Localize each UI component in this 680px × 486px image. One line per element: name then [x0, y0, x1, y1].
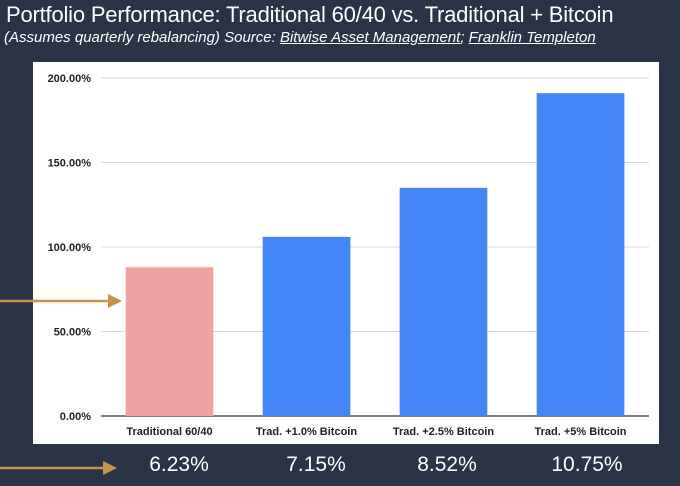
return-traditional: 6.23%: [149, 453, 209, 476]
return-5pct-bitcoin: 10.75%: [551, 453, 623, 476]
x-tick-label: Trad. +2.5% Bitcoin: [393, 426, 494, 438]
bar: [262, 236, 351, 416]
x-tick-label: Trad. +1.0% Bitcoin: [256, 426, 357, 438]
y-tick-label: 50.00%: [54, 327, 92, 339]
return-1pct-bitcoin: 7.15%: [286, 453, 346, 476]
bar-chart: 0.00% 50.00% 100.00% 150.00% 200.00% Traditio…: [48, 73, 649, 438]
chart-subtitle: (Assumes quarterly rebalancing) Source: …: [4, 29, 596, 46]
x-tick-label: Traditional 60/40: [126, 426, 212, 438]
subtitle-prefix: (Assumes quarterly rebalancing) Source:: [4, 29, 280, 46]
returns-arrow-icon: [0, 461, 117, 475]
source-link-bitwise[interactable]: Bitwise Asset Management: [279, 29, 461, 46]
bar: [399, 187, 488, 416]
chart-panel: 0.00% 50.00% 100.00% 150.00% 200.00% Traditio…: [33, 62, 659, 444]
return-2-5pct-bitcoin: 8.52%: [417, 453, 477, 476]
x-tick-label: Trad. +5% Bitcoin: [535, 426, 627, 438]
bar: [125, 267, 214, 416]
y-tick-label: 200.00%: [48, 73, 92, 85]
chart-title: Portfolio Performance: Traditional 60/40…: [6, 2, 614, 27]
y-tick-label: 100.00%: [48, 242, 92, 254]
y-tick-label: 0.00%: [60, 411, 91, 423]
y-tick-label: 150.00%: [48, 158, 92, 170]
source-separator: ;: [460, 29, 465, 46]
highlight-arrow-icon: [0, 294, 122, 308]
source-link-franklin[interactable]: Franklin Templeton: [468, 29, 596, 46]
bar: [536, 93, 625, 417]
